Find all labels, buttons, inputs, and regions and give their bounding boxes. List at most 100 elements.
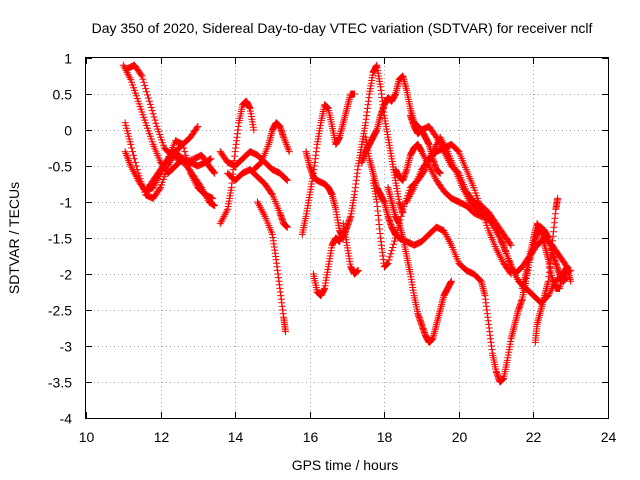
y-tick-label: -1.5 bbox=[48, 231, 72, 247]
data-point bbox=[554, 194, 562, 202]
data-point bbox=[408, 187, 416, 195]
data-points bbox=[119, 61, 575, 386]
data-point bbox=[128, 164, 136, 172]
data-point bbox=[257, 205, 265, 213]
data-point bbox=[147, 104, 155, 111]
data-point bbox=[181, 148, 189, 156]
plot-frame bbox=[85, 57, 609, 419]
x-axis-label: GPS time / hours bbox=[292, 457, 399, 473]
data-point bbox=[439, 146, 447, 154]
data-point bbox=[185, 162, 193, 170]
data-point bbox=[494, 248, 502, 256]
data-point bbox=[443, 153, 451, 161]
data-point bbox=[420, 153, 428, 161]
data-point bbox=[152, 119, 160, 127]
data-point bbox=[186, 169, 194, 177]
data-point bbox=[216, 220, 224, 228]
y-tick-label: 0.5 bbox=[53, 87, 73, 103]
data-point bbox=[499, 239, 507, 247]
data-point bbox=[512, 272, 520, 280]
data-point bbox=[403, 198, 411, 206]
data-point bbox=[506, 240, 514, 248]
data-point bbox=[428, 167, 436, 175]
series-track-22 bbox=[518, 220, 575, 292]
data-point bbox=[281, 137, 289, 145]
y-tick-label: -3 bbox=[60, 339, 73, 355]
data-point bbox=[124, 70, 132, 78]
data-point bbox=[390, 240, 398, 248]
data-point bbox=[387, 250, 395, 258]
data-point bbox=[446, 239, 454, 247]
data-point bbox=[430, 171, 438, 179]
data-point bbox=[132, 162, 140, 170]
data-point bbox=[444, 155, 452, 163]
data-point bbox=[254, 200, 262, 208]
data-point bbox=[282, 140, 290, 148]
data-point bbox=[389, 243, 397, 251]
data-point bbox=[250, 126, 258, 134]
data-point bbox=[185, 166, 193, 174]
data-point bbox=[130, 167, 138, 175]
series-track-13 bbox=[309, 227, 347, 300]
data-point bbox=[438, 144, 446, 152]
data-point bbox=[281, 328, 289, 336]
series-track-8 bbox=[224, 166, 291, 231]
data-point bbox=[179, 140, 187, 148]
data-point bbox=[124, 155, 132, 163]
data-point bbox=[123, 151, 131, 159]
series-track-9 bbox=[254, 198, 289, 336]
data-point bbox=[388, 247, 396, 255]
y-tick-label: -2.5 bbox=[48, 303, 72, 319]
data-point bbox=[122, 149, 130, 157]
data-point bbox=[446, 238, 454, 246]
series-track-18 bbox=[384, 184, 455, 346]
axes bbox=[85, 57, 609, 419]
data-point bbox=[508, 265, 516, 273]
data-point bbox=[493, 247, 501, 255]
series-track-5 bbox=[142, 137, 217, 202]
data-point bbox=[441, 229, 449, 237]
data-point bbox=[507, 241, 515, 249]
data-point bbox=[219, 214, 227, 222]
data-point bbox=[150, 113, 158, 121]
data-point bbox=[223, 207, 231, 215]
data-point bbox=[282, 176, 290, 183]
data-point bbox=[510, 268, 518, 276]
data-point bbox=[497, 254, 505, 262]
data-point bbox=[209, 167, 217, 175]
data-point bbox=[432, 133, 440, 141]
data-point bbox=[405, 193, 413, 201]
data-point bbox=[119, 61, 127, 69]
data-point bbox=[148, 107, 156, 115]
data-point bbox=[267, 189, 275, 197]
data-point bbox=[498, 238, 506, 246]
data-point bbox=[125, 157, 133, 165]
data-point bbox=[256, 203, 264, 211]
data-point bbox=[151, 116, 159, 124]
y-tick-label: -2 bbox=[60, 267, 73, 283]
data-point bbox=[182, 151, 190, 159]
data-point bbox=[259, 209, 267, 217]
y-tick-label: -3.5 bbox=[48, 375, 72, 391]
series-track-6 bbox=[216, 148, 291, 184]
data-point bbox=[255, 202, 263, 210]
series-track-12 bbox=[302, 61, 407, 242]
data-point bbox=[211, 202, 219, 210]
data-point bbox=[127, 140, 135, 148]
data-point bbox=[211, 169, 219, 177]
data-point bbox=[283, 142, 291, 150]
y-tick-label: -1 bbox=[60, 195, 73, 211]
data-point bbox=[442, 230, 450, 238]
data-point bbox=[130, 151, 138, 159]
data-point bbox=[209, 194, 217, 202]
data-point bbox=[285, 146, 293, 154]
data-point bbox=[391, 237, 399, 245]
y-axis-ticks: 1 0.5 0 -0.5 -1 -1.5 -2 -2.5 -3 -3.5 -4 bbox=[48, 51, 608, 427]
data-point bbox=[123, 153, 131, 161]
data-point bbox=[446, 158, 454, 166]
data-point bbox=[221, 211, 229, 219]
data-point bbox=[194, 122, 202, 130]
data-point bbox=[138, 72, 146, 80]
data-point bbox=[419, 149, 427, 157]
data-point bbox=[350, 90, 358, 98]
